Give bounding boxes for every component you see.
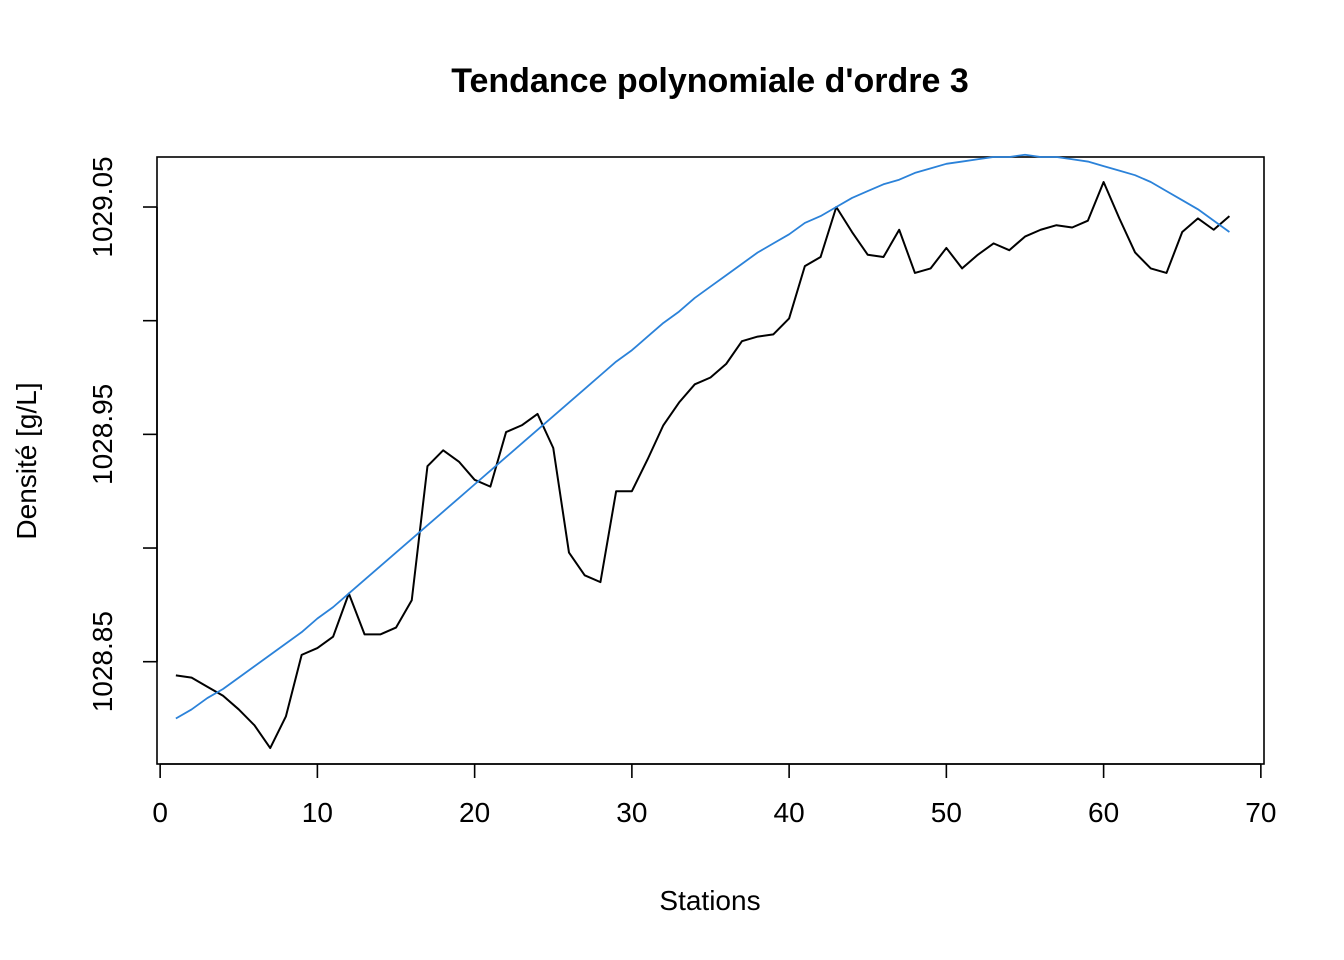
x-tick-label: 10 (302, 797, 333, 828)
x-tick-label: 0 (152, 797, 168, 828)
x-axis: 0 10 20 30 40 50 60 70 (152, 763, 1276, 828)
y-tick-label: 1028.95 (87, 384, 118, 485)
chart-title: Tendance polynomiale d'ordre 3 (451, 62, 969, 100)
y-tick-label: 1028.85 (87, 611, 118, 712)
x-tick-label: 70 (1245, 797, 1276, 828)
x-tick-label: 40 (774, 797, 805, 828)
x-tick-label: 30 (616, 797, 647, 828)
y-axis: 1028.85 1028.95 1029.05 (87, 156, 158, 712)
y-tick-label: 1029.05 (87, 156, 118, 257)
x-tick-label: 50 (931, 797, 962, 828)
observed-density-line (175, 181, 1231, 750)
x-axis-label: Stations (659, 885, 760, 916)
x-tick-label: 20 (459, 797, 490, 828)
series-layer (175, 153, 1231, 750)
x-tick-label: 60 (1088, 797, 1119, 828)
polynomial-trend-line (175, 153, 1230, 720)
y-axis-label: Densité [g/L] (11, 382, 42, 539)
